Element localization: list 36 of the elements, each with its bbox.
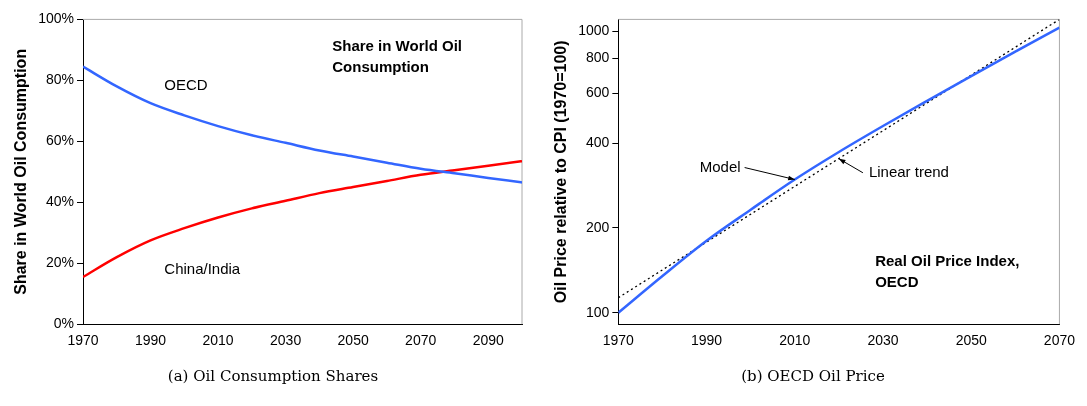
text: (b) OECD Oil Price	[740, 367, 886, 385]
y-tick-label: 80%	[45, 71, 75, 88]
y-tick-label: 60%	[45, 132, 75, 149]
x-tick-label: 1970	[67, 332, 99, 349]
y-tick-label: 100%	[38, 10, 75, 27]
y-tick-label: 600	[585, 84, 610, 101]
line-series	[83, 159, 522, 279]
annotation: Model	[699, 157, 741, 175]
y-tick-label: 0%	[53, 315, 75, 332]
x-tick-label: 1990	[690, 332, 723, 349]
x-tick-label: 2050	[955, 332, 987, 349]
series-label: China/India	[164, 260, 241, 278]
text: (a) Oil Consumption Shares	[166, 367, 380, 385]
y-tick-label: 20%	[45, 254, 75, 271]
y-tick-label: 40%	[45, 193, 75, 210]
x-tick-label: 2070	[405, 332, 437, 349]
x-tick-label: 1990	[134, 332, 167, 349]
text: Real Oil Price Index, OECD	[875, 251, 1020, 290]
y-axis-title: Oil Price relative to CPI (1970=100)	[552, 40, 570, 304]
x-tick-label: 2090	[472, 332, 505, 349]
y-tick-label: 200	[585, 218, 610, 235]
y-axis-title: Share in World Oil Consumption	[12, 48, 30, 295]
x-tick-label: 2050	[337, 332, 369, 349]
annotation: Linear trend	[868, 162, 949, 180]
text: Share in World Oil Consumption	[332, 37, 463, 76]
x-tick-label: 2010	[202, 332, 234, 349]
series-label: OECD	[164, 75, 208, 93]
y-tick-label: 800	[585, 49, 610, 66]
x-tick-label: 1970	[602, 332, 635, 349]
x-tick-label: 2030	[867, 332, 899, 349]
y-tick-label: 1000	[578, 21, 610, 38]
x-tick-label: 2010	[779, 332, 811, 349]
y-tick-label: 100	[585, 303, 610, 320]
x-tick-label: 2070	[1043, 332, 1076, 349]
x-tick-label: 2030	[270, 332, 302, 349]
y-tick-label: 400	[585, 133, 610, 150]
